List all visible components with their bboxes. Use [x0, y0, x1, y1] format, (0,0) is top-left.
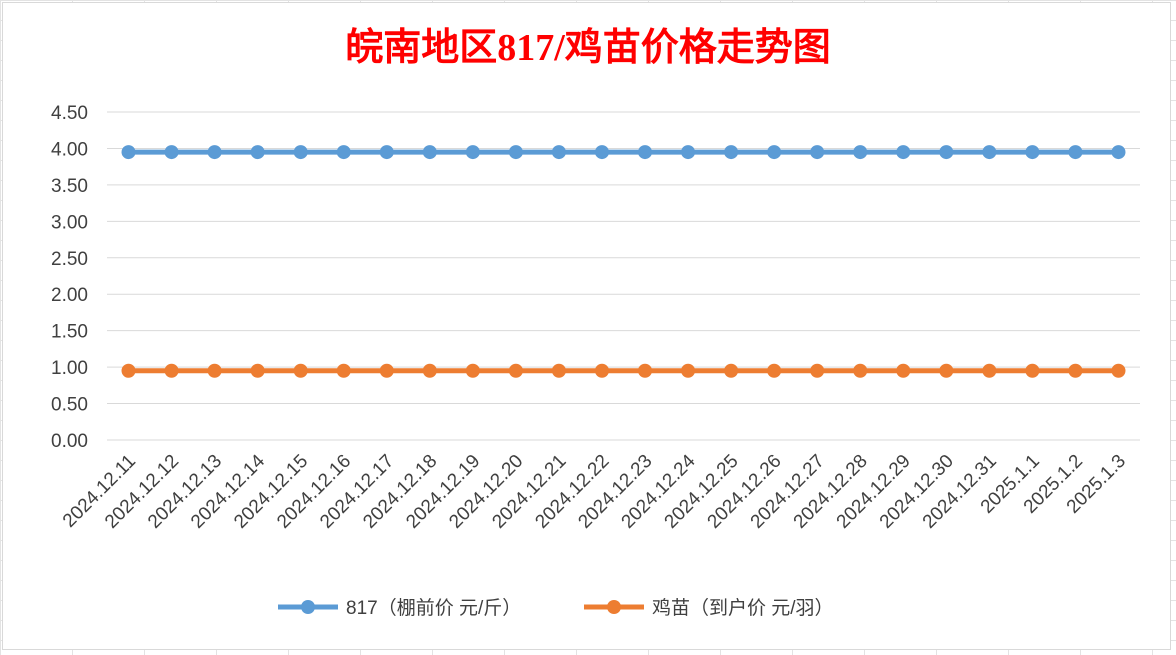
- y-tick-label: 1.50: [51, 322, 88, 343]
- data-point[interactable]: [896, 145, 911, 160]
- data-point[interactable]: [293, 145, 308, 160]
- data-point[interactable]: [121, 145, 136, 160]
- data-point[interactable]: [336, 145, 351, 160]
- series-1[interactable]: [121, 145, 1126, 160]
- data-point[interactable]: [250, 363, 265, 378]
- data-point[interactable]: [293, 363, 308, 378]
- y-tick-label: 3.50: [51, 176, 88, 197]
- data-point[interactable]: [508, 145, 523, 160]
- data-point[interactable]: [465, 363, 480, 378]
- data-point[interactable]: [250, 145, 265, 160]
- data-point[interactable]: [681, 363, 696, 378]
- data-point[interactable]: [810, 145, 825, 160]
- data-point[interactable]: [982, 363, 997, 378]
- data-point[interactable]: [767, 363, 782, 378]
- legend-marker: [301, 600, 315, 614]
- legend-label: 鸡苗（到户价 元/羽）: [652, 597, 834, 619]
- data-point[interactable]: [896, 363, 911, 378]
- data-point[interactable]: [939, 363, 954, 378]
- data-point[interactable]: [1068, 145, 1083, 160]
- series-group: [121, 145, 1126, 378]
- y-axis-ticks: 0.00 0.50 1.00 1.50 2.00 2.50 3.00 3.50 4.00 4.50: [51, 103, 88, 452]
- legend-item[interactable]: 鸡苗（到户价 元/羽）: [584, 597, 834, 619]
- data-point[interactable]: [422, 145, 437, 160]
- data-point[interactable]: [638, 145, 653, 160]
- data-point[interactable]: [1025, 145, 1040, 160]
- data-point[interactable]: [1068, 363, 1083, 378]
- data-point[interactable]: [724, 145, 739, 160]
- data-point[interactable]: [982, 145, 997, 160]
- y-tick-label: 1.00: [51, 358, 88, 379]
- gridlines: [107, 111, 1140, 441]
- data-point[interactable]: [681, 145, 696, 160]
- data-point[interactable]: [121, 363, 136, 378]
- y-tick-label: 2.00: [51, 285, 88, 306]
- y-tick-label: 4.00: [51, 139, 88, 160]
- data-point[interactable]: [508, 363, 523, 378]
- data-point[interactable]: [207, 363, 222, 378]
- data-point[interactable]: [164, 145, 179, 160]
- data-point[interactable]: [551, 363, 566, 378]
- y-tick-label: 0.00: [51, 431, 88, 452]
- data-point[interactable]: [767, 145, 782, 160]
- data-point[interactable]: [594, 145, 609, 160]
- data-point[interactable]: [379, 363, 394, 378]
- x-axis-ticks: 2024.12.112024.12.122024.12.132024.12.14…: [59, 450, 1130, 532]
- data-point[interactable]: [336, 363, 351, 378]
- legend-label: 817（棚前价 元/斤）: [346, 597, 521, 619]
- data-point[interactable]: [853, 145, 868, 160]
- data-point[interactable]: [465, 145, 480, 160]
- data-point[interactable]: [853, 363, 868, 378]
- data-point[interactable]: [1111, 145, 1126, 160]
- data-point[interactable]: [551, 145, 566, 160]
- data-point[interactable]: [638, 363, 653, 378]
- data-point[interactable]: [724, 363, 739, 378]
- y-tick-label: 4.50: [51, 103, 88, 124]
- data-point[interactable]: [422, 363, 437, 378]
- data-point[interactable]: [1111, 363, 1126, 378]
- data-point[interactable]: [939, 145, 954, 160]
- data-point[interactable]: [810, 363, 825, 378]
- data-point[interactable]: [207, 145, 222, 160]
- legend[interactable]: 817（棚前价 元/斤） 鸡苗（到户价 元/羽）: [278, 597, 834, 619]
- data-point[interactable]: [379, 145, 394, 160]
- series-2[interactable]: [121, 363, 1126, 378]
- y-tick-label: 3.00: [51, 212, 88, 233]
- data-point[interactable]: [164, 363, 179, 378]
- chart-title: 皖南地区817/鸡苗价格走势图: [345, 27, 831, 69]
- data-point[interactable]: [594, 363, 609, 378]
- legend-marker: [607, 600, 621, 614]
- y-tick-label: 2.50: [51, 249, 88, 270]
- legend-item[interactable]: 817（棚前价 元/斤）: [278, 597, 521, 619]
- data-point[interactable]: [1025, 363, 1040, 378]
- y-tick-label: 0.50: [51, 395, 88, 416]
